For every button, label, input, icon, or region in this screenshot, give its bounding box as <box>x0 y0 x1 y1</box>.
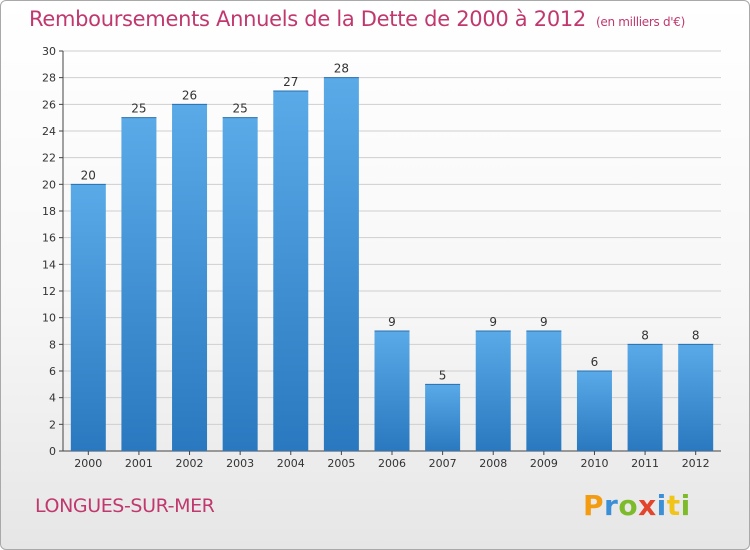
x-tick-label: 2011 <box>631 457 659 470</box>
bars <box>70 77 714 452</box>
y-tick-label: 22 <box>42 152 56 165</box>
y-tick-label: 6 <box>49 365 56 378</box>
x-tick-label: 2012 <box>682 457 710 470</box>
bar-value-label: 8 <box>641 328 649 342</box>
bar-value-label: 9 <box>489 315 497 329</box>
bar-value-label: 25 <box>131 102 146 116</box>
x-tick-label: 2003 <box>226 457 254 470</box>
bar-value-label: 28 <box>334 62 349 76</box>
bar-value-label: 26 <box>182 88 197 102</box>
y-tick-label: 20 <box>42 178 56 191</box>
x-tick-label: 2010 <box>580 457 608 470</box>
bar-value-label: 9 <box>540 315 548 329</box>
x-tick-label: 2008 <box>479 457 507 470</box>
bar-value-label: 27 <box>283 75 298 89</box>
bar <box>273 91 309 451</box>
x-tick-label: 2006 <box>378 457 406 470</box>
y-tick-label: 16 <box>42 232 56 245</box>
y-tick-label: 2 <box>49 418 56 431</box>
y-tick-label: 0 <box>49 445 56 458</box>
bar <box>323 77 359 452</box>
bar <box>475 331 511 451</box>
y-tick-label: 26 <box>42 98 56 111</box>
x-tick-label: 2009 <box>530 457 558 470</box>
bar <box>222 117 258 452</box>
bar <box>70 184 106 452</box>
bar-value-label: 8 <box>692 328 700 342</box>
bar <box>374 331 410 451</box>
bar-value-label: 9 <box>388 315 396 329</box>
bar <box>425 384 461 451</box>
x-tick-label: 2005 <box>327 457 355 470</box>
y-tick-label: 8 <box>49 338 56 351</box>
commune-name: LONGUES-SUR-MER <box>35 495 215 517</box>
chart-title-text: Remboursements Annuels de la Dette de 20… <box>29 7 586 31</box>
proxiti-logo[interactable]: Proxiti <box>583 489 691 522</box>
chart-title: Remboursements Annuels de la Dette de 20… <box>29 7 685 31</box>
y-tick-label: 28 <box>42 72 56 85</box>
bar-value-label: 25 <box>233 102 248 116</box>
y-tick-label: 30 <box>42 45 56 58</box>
y-tick-label: 14 <box>42 258 56 271</box>
logo-letter: P <box>583 489 605 522</box>
bar-value-label: 6 <box>591 355 599 369</box>
x-tick-label: 2002 <box>176 457 204 470</box>
logo-letter: i <box>680 489 691 522</box>
bar-value-label: 20 <box>81 168 96 182</box>
x-tick-label: 2000 <box>74 457 102 470</box>
bar <box>576 371 612 451</box>
logo-letter: x <box>638 489 657 522</box>
y-tick-label: 12 <box>42 285 56 298</box>
x-tick-label: 2007 <box>429 457 457 470</box>
y-tick-label: 24 <box>42 125 56 138</box>
y-tick-label: 4 <box>49 392 56 405</box>
bar-value-label: 5 <box>439 368 447 382</box>
logo-letter: i <box>656 489 667 522</box>
x-tick-label: 2001 <box>125 457 153 470</box>
bar <box>121 117 157 452</box>
y-tick-label: 18 <box>42 205 56 218</box>
bar <box>678 344 714 451</box>
y-tick-label: 10 <box>42 312 56 325</box>
chart-subtitle: (en milliers d'€) <box>596 15 686 29</box>
bar <box>172 104 208 451</box>
x-tick-label: 2004 <box>277 457 305 470</box>
logo-letter: t <box>666 489 681 522</box>
labels: 0246810121416182022242628302020002520012… <box>42 45 710 470</box>
bar <box>627 344 663 451</box>
logo-letter: o <box>618 489 639 522</box>
bar <box>526 331 562 451</box>
logo-letter: r <box>604 489 619 522</box>
